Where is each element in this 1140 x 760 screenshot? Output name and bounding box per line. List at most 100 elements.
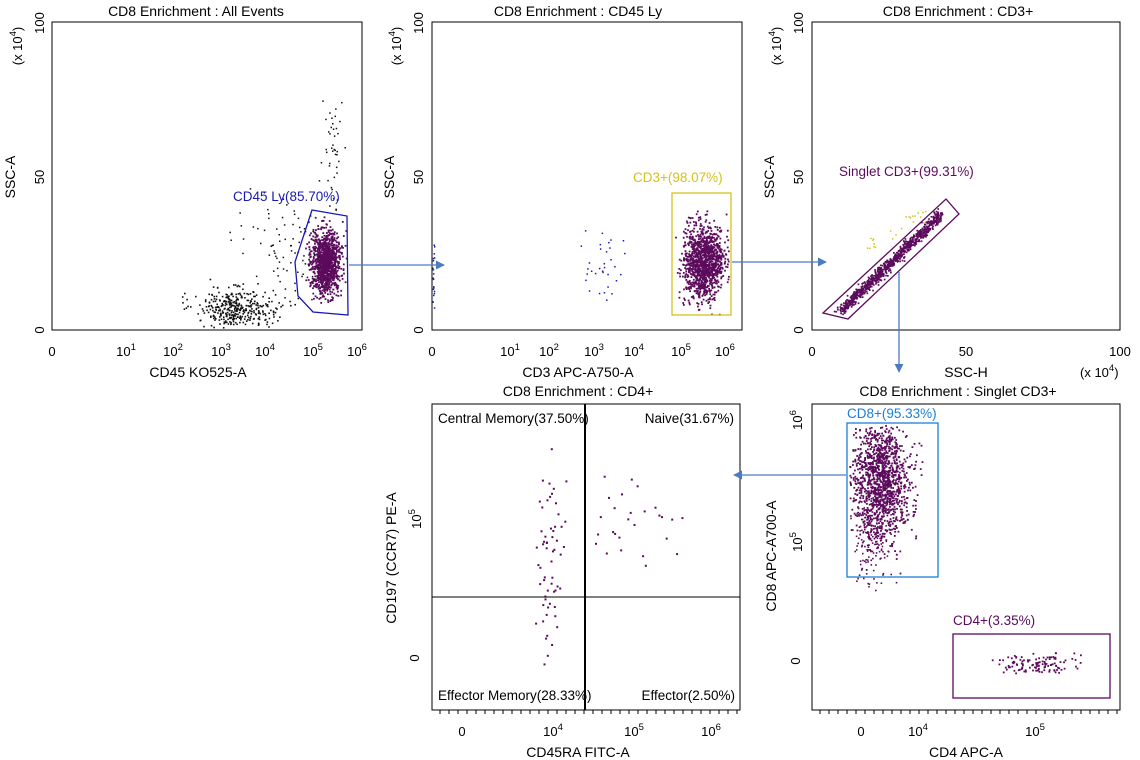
event-dot — [312, 230, 314, 233]
event-dot — [899, 249, 901, 251]
event-dot — [211, 307, 214, 309]
event-dot — [258, 318, 261, 321]
event-dot — [899, 250, 902, 253]
event-dot — [886, 261, 889, 264]
event-dot — [871, 457, 873, 459]
event-dot — [609, 247, 611, 249]
event-dot — [702, 282, 705, 284]
event-dot — [587, 268, 589, 270]
event-dot — [702, 239, 705, 242]
event-dot — [338, 275, 341, 278]
event-dot — [337, 249, 340, 251]
event-dot — [325, 256, 328, 259]
event-dot — [305, 279, 308, 282]
event-dot — [886, 439, 889, 442]
event-dot — [694, 271, 696, 274]
event-dot — [876, 455, 878, 457]
event-dot — [314, 283, 317, 286]
event-dot — [876, 270, 879, 273]
event-dot — [863, 281, 866, 283]
event-dot — [214, 300, 217, 303]
event-dot — [693, 284, 696, 287]
event-dot — [862, 442, 865, 445]
event-dot — [329, 226, 332, 228]
event-dot — [864, 291, 866, 293]
event-dot — [318, 284, 321, 286]
event-dot — [852, 478, 855, 481]
event-dot — [915, 500, 917, 502]
event-dot — [279, 316, 281, 318]
event-dot — [887, 478, 889, 481]
event-dot — [882, 480, 885, 482]
event-dot — [875, 282, 877, 285]
event-dot — [702, 267, 705, 269]
event-dot — [240, 225, 243, 227]
event-dot — [719, 268, 721, 270]
event-dot — [246, 292, 248, 295]
event-dot — [601, 232, 604, 235]
event-dot — [706, 291, 708, 294]
event-dot — [273, 250, 275, 252]
event-dot — [882, 273, 885, 275]
event-dot — [884, 268, 887, 271]
event-dot — [208, 305, 210, 308]
event-dot — [914, 511, 916, 513]
event-dot — [316, 260, 319, 263]
event-dot — [904, 241, 906, 243]
event-dot — [230, 323, 232, 326]
event-dot — [869, 247, 871, 249]
event-dot — [845, 306, 847, 309]
event-dot — [223, 300, 225, 303]
event-dot — [933, 212, 936, 215]
event-dot — [702, 264, 705, 266]
event-dot — [219, 309, 221, 312]
p3-xtick-0: 0 — [808, 344, 815, 359]
event-dot — [699, 237, 702, 240]
event-dot — [267, 208, 269, 211]
event-dot — [854, 482, 857, 485]
event-dot — [692, 243, 695, 246]
event-dot — [217, 305, 219, 308]
event-dot — [910, 239, 913, 242]
event-dot — [331, 240, 333, 243]
event-dot — [895, 518, 897, 521]
event-dot — [852, 500, 855, 503]
event-dot — [697, 216, 700, 219]
event-dot — [691, 217, 694, 219]
event-dot — [907, 240, 909, 243]
event-dot — [884, 447, 887, 450]
event-dot — [880, 267, 883, 269]
p2-xtick-4: 104 — [624, 342, 644, 359]
event-dot — [702, 287, 705, 290]
event-dot — [683, 288, 685, 291]
event-dot — [699, 288, 702, 291]
event-dot — [885, 445, 888, 447]
event-dot — [724, 257, 727, 260]
event-dot — [325, 248, 327, 250]
event-dot — [912, 241, 914, 243]
event-dot — [225, 296, 227, 299]
event-dot — [889, 261, 891, 263]
event-dot — [712, 251, 715, 253]
event-dot — [894, 482, 897, 485]
event-dot — [715, 274, 718, 277]
event-dot — [869, 465, 871, 468]
event-dot — [882, 476, 884, 479]
event-dot — [218, 319, 221, 321]
event-dot — [327, 253, 330, 256]
p1-xtick-5: 105 — [303, 342, 323, 359]
event-dot — [728, 275, 730, 278]
event-dot — [689, 290, 691, 293]
event-dot — [257, 306, 260, 309]
event-dot — [331, 147, 333, 149]
event-dot — [433, 253, 435, 255]
event-dot — [887, 275, 889, 277]
event-dot — [860, 288, 863, 290]
event-dot — [326, 263, 329, 265]
event-dot — [336, 232, 338, 235]
event-dot — [856, 455, 858, 457]
event-dot — [900, 508, 903, 511]
event-dot — [708, 251, 711, 253]
event-dot — [683, 258, 686, 261]
event-dot — [907, 249, 910, 252]
